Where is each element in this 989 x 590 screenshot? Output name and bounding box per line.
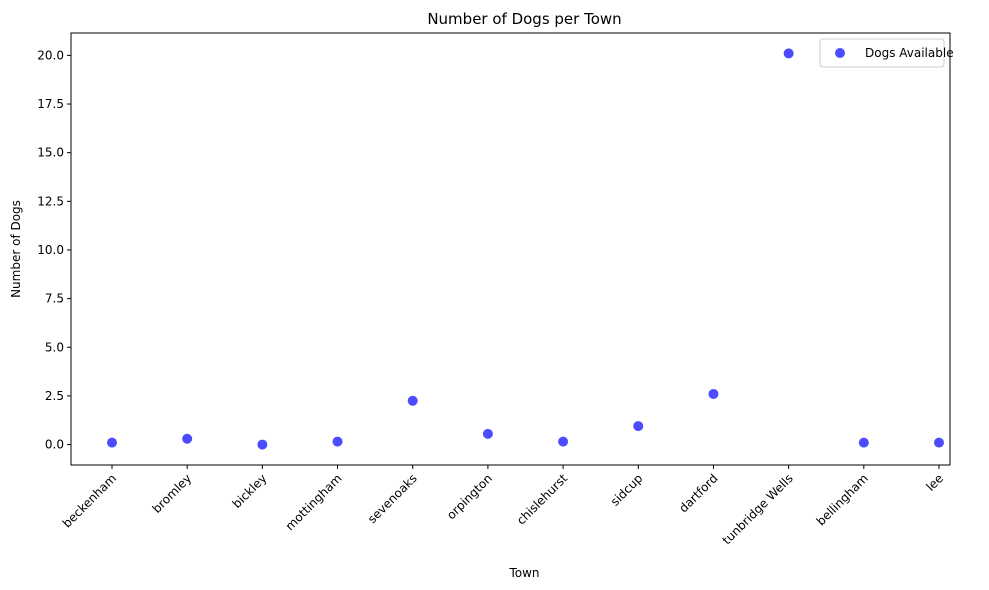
x-tick-label: dartford [676,471,720,515]
y-tick-label: 12.5 [37,194,64,208]
x-tick-label: sevenoaks [365,471,420,526]
x-tick-label: chislehurst [514,471,570,527]
x-tick-label: orpington [444,471,495,522]
plot-marks [107,48,944,450]
data-point [633,421,644,432]
data-point [182,433,193,444]
data-point [107,437,117,448]
x-axis: beckenham bromley bickley mottingham sevenoa… [60,465,946,547]
y-tick-label: 7.5 [45,292,64,306]
y-tick-label: 17.5 [37,97,64,111]
data-point [482,428,493,439]
x-tick-label: lee [923,471,946,494]
y-tick-label: 0.0 [45,438,64,452]
y-tick-label: 2.5 [45,389,64,403]
x-tick-label: bellingham [814,471,871,528]
data-point [858,437,869,448]
x-tick-label: mottingham [283,471,345,533]
y-tick-label: 15.0 [37,146,64,160]
x-tick-label: tunbridge Wells [720,471,796,547]
data-point [407,395,418,406]
data-point [708,388,719,399]
legend-marker [835,48,845,58]
x-tick-label: beckenham [60,471,119,530]
data-point [783,48,794,59]
legend-box [819,38,945,68]
legend: Dogs Available [819,38,954,68]
chart-title: Number of Dogs per Town [427,10,621,28]
x-axis-label: Town [508,566,539,580]
plot-frame [70,32,951,466]
x-tick-label: bromley [150,471,195,516]
y-tick-label: 20.0 [37,48,64,62]
data-point [257,439,268,450]
x-tick-label: bickley [230,471,270,511]
legend-label: Dogs Available [865,46,954,60]
y-tick-label: 5.0 [45,340,64,354]
y-tick-label: 10.0 [37,243,64,257]
data-point [558,436,569,447]
y-axis-label: Number of Dogs [9,200,23,298]
data-point [934,437,944,448]
data-point [332,436,343,447]
x-tick-label: sidcup [608,471,645,508]
y-axis: 0.0 2.5 5.0 7.5 10.0 12.5 15.0 17.5 20.0 [37,48,71,452]
